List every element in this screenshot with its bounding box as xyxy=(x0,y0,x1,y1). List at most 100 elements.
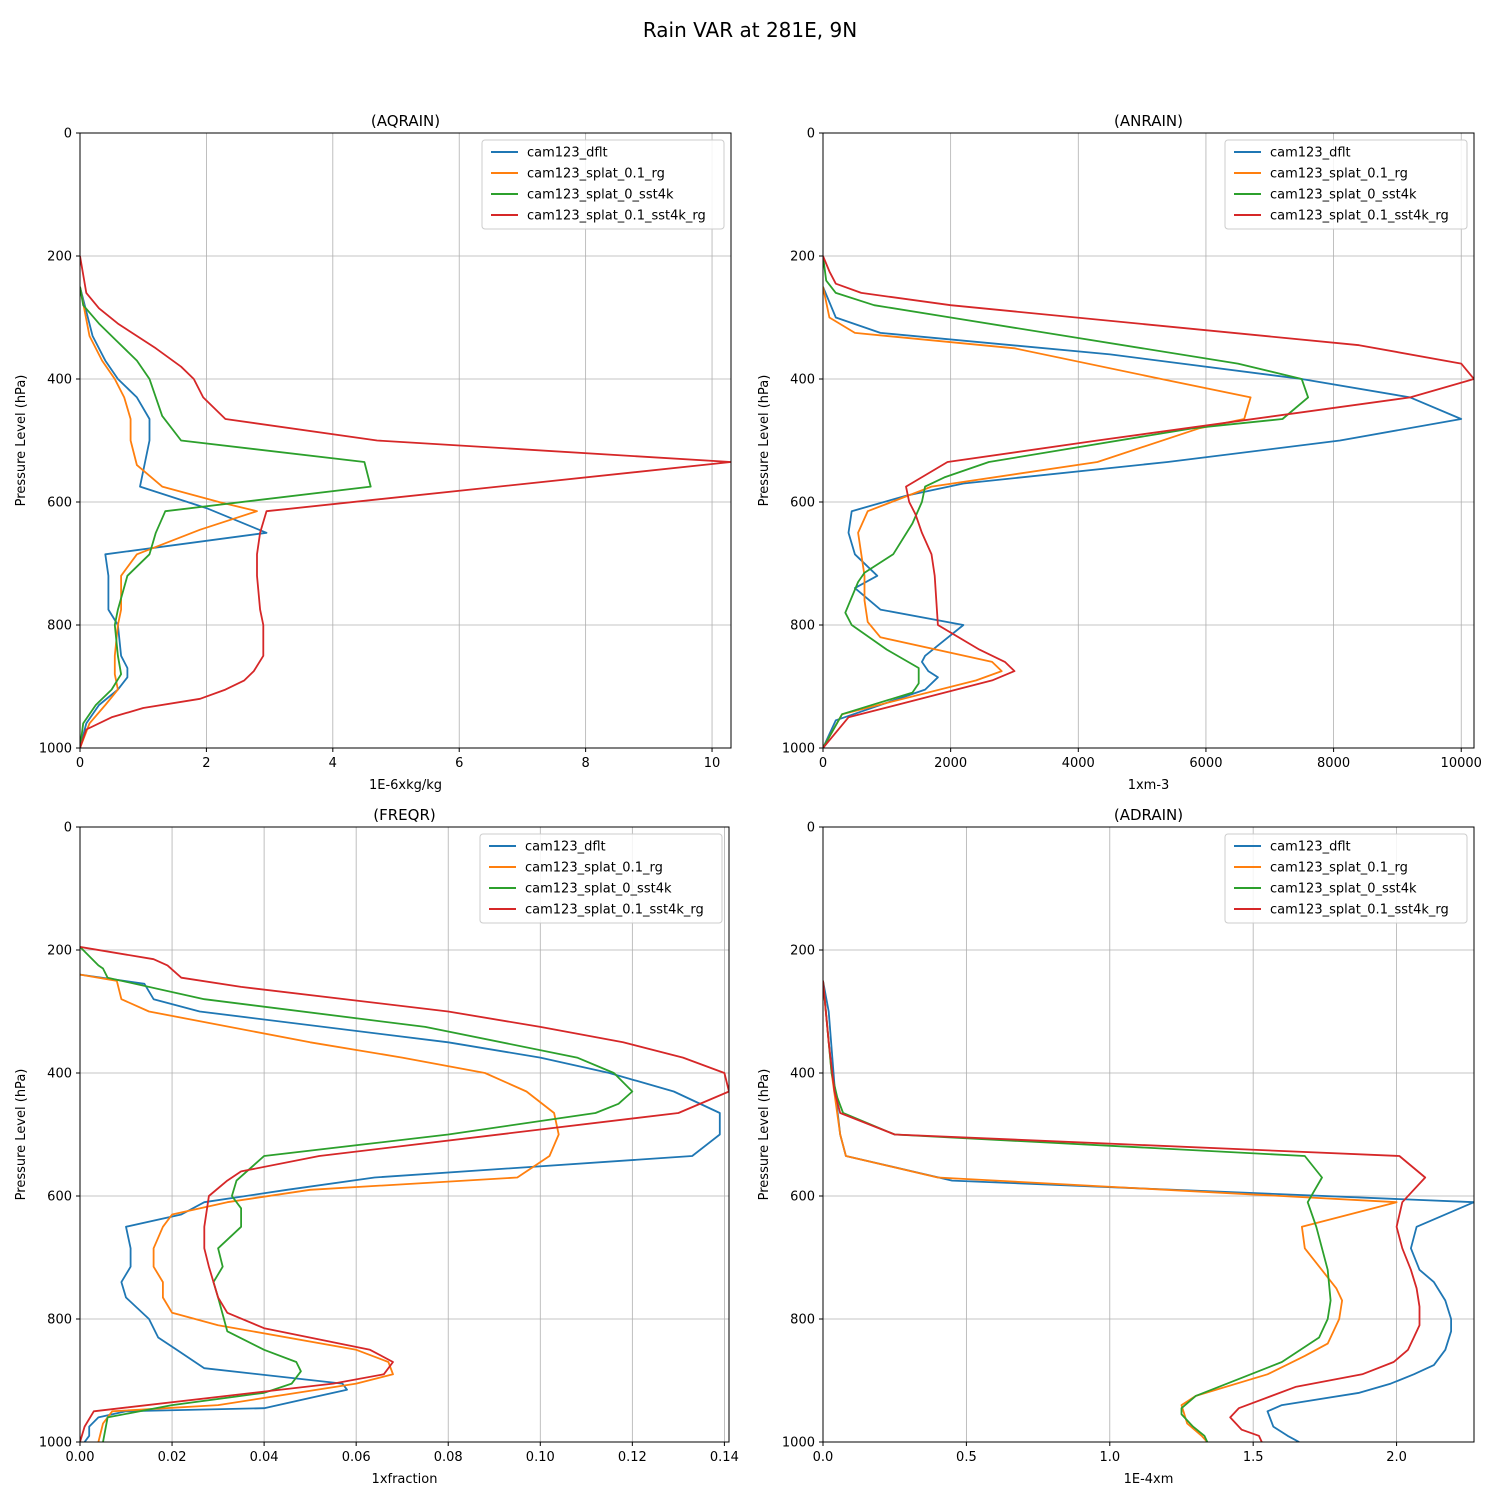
y-tick-label: 0 xyxy=(807,127,815,142)
y-axis-label: Pressure Level (hPa) xyxy=(14,1069,29,1201)
x-tick-label: 6000 xyxy=(1189,756,1222,771)
y-tick-label: 600 xyxy=(790,496,815,511)
x-tick-label: 2 xyxy=(202,756,210,771)
x-tick-label: 0.12 xyxy=(618,1450,647,1465)
y-tick-label: 400 xyxy=(790,1067,815,1082)
x-tick-label: 4 xyxy=(329,756,337,771)
legend-entry: cam123_splat_0.1_sst4k_rg xyxy=(1270,209,1449,224)
axes-frame xyxy=(822,132,1475,749)
series-line-3 xyxy=(80,286,372,748)
x-tick-label: 0.08 xyxy=(434,1450,463,1465)
y-tick-label: 1000 xyxy=(782,742,815,757)
legend: cam123_dflt cam123_splat_0.1_rg cam123_spl… xyxy=(1224,833,1468,924)
plot-panel-4: 0.0 0.5 1.0 1.5 2.0 0 200 400 600 800 1000 (ADRAIN)… xyxy=(757,806,1475,1487)
legend: cam123_dflt cam123_splat_0.1_rg cam123_spl… xyxy=(1224,139,1468,230)
legend-entry: cam123_splat_0.1_sst4k_rg xyxy=(1270,903,1449,918)
x-tick-label: 0.06 xyxy=(342,1450,371,1465)
legend-box xyxy=(1224,833,1468,924)
x-tick-label: 0.00 xyxy=(66,1450,95,1465)
x-axis-label: 1E-6xkg/kg xyxy=(369,778,442,793)
legend-entry: cam123_splat_0_sst4k xyxy=(1270,188,1417,203)
series-line-1 xyxy=(80,286,268,748)
legend: cam123_dflt cam123_splat_0.1_rg cam123_spl… xyxy=(479,833,723,924)
legend-entry: cam123_dflt xyxy=(525,840,606,855)
y-axis-label: Pressure Level (hPa) xyxy=(757,375,772,507)
legend-entry: cam123_dflt xyxy=(527,146,608,161)
panel-title: (ANRAIN) xyxy=(1114,112,1183,130)
y-tick-label: 400 xyxy=(47,373,72,388)
x-tick-label: 2000 xyxy=(934,756,967,771)
legend-entry: cam123_splat_0_sst4k xyxy=(525,882,672,897)
x-tick-label: 10000 xyxy=(1441,756,1482,771)
y-tick-label: 1000 xyxy=(39,1436,72,1451)
x-tick-label: 8000 xyxy=(1317,756,1350,771)
x-tick-label: 2.0 xyxy=(1386,1450,1407,1465)
series-line-4 xyxy=(823,980,1427,1442)
panel-title: (AQRAIN) xyxy=(371,112,440,130)
series-line-2 xyxy=(823,980,1398,1442)
x-tick-label: 0.0 xyxy=(813,1450,834,1465)
y-tick-label: 0 xyxy=(64,127,72,142)
x-axis-label: 1xfraction xyxy=(372,1472,438,1487)
plot-panel-2: 0 2000 4000 6000 8000 10000 0 200 400 600 800 1000 (… xyxy=(757,112,1482,793)
axes-frame xyxy=(79,132,732,749)
y-axis-label: Pressure Level (hPa) xyxy=(757,1069,772,1201)
plot-panel-3: 0.00 0.02 0.04 0.06 0.08 0.10 0.12 0.14 0 200 400 6… xyxy=(14,806,739,1487)
series-line-4 xyxy=(80,946,729,1442)
y-tick-label: 200 xyxy=(47,250,72,265)
legend: cam123_dflt cam123_splat_0.1_rg cam123_spl… xyxy=(481,139,725,230)
axes-frame xyxy=(822,826,1475,1443)
figure-title: Rain VAR at 281E, 9N xyxy=(643,18,857,42)
y-tick-label: 800 xyxy=(790,1313,815,1328)
legend-entry: cam123_splat_0.1_rg xyxy=(1270,167,1408,182)
x-tick-label: 10 xyxy=(704,756,721,771)
x-tick-label: 4000 xyxy=(1062,756,1095,771)
legend-entry: cam123_splat_0.1_rg xyxy=(525,861,663,876)
series-line-2 xyxy=(823,286,1252,748)
y-axis-label: Pressure Level (hPa) xyxy=(14,375,29,507)
y-tick-label: 800 xyxy=(47,1313,72,1328)
y-tick-label: 800 xyxy=(47,619,72,634)
series-line-1 xyxy=(80,973,721,1442)
y-tick-label: 400 xyxy=(47,1067,72,1082)
y-tick-label: 600 xyxy=(47,1190,72,1205)
y-tick-label: 200 xyxy=(790,250,815,265)
legend-entry: cam123_splat_0.1_sst4k_rg xyxy=(527,209,706,224)
x-tick-label: 6 xyxy=(455,756,463,771)
legend-entry: cam123_splat_0.1_sst4k_rg xyxy=(525,903,704,918)
axes-frame xyxy=(79,826,730,1443)
legend-entry: cam123_dflt xyxy=(1270,840,1351,855)
legend-entry: cam123_splat_0_sst4k xyxy=(1270,882,1417,897)
x-tick-label: 8 xyxy=(581,756,589,771)
legend-entry: cam123_dflt xyxy=(1270,146,1351,161)
series-line-4 xyxy=(80,255,731,748)
y-tick-label: 600 xyxy=(790,1190,815,1205)
y-tick-label: 200 xyxy=(790,944,815,959)
legend-box xyxy=(481,139,725,230)
x-axis-label: 1xm-3 xyxy=(1128,778,1170,793)
y-tick-label: 400 xyxy=(790,373,815,388)
x-tick-label: 0 xyxy=(819,756,827,771)
y-tick-label: 0 xyxy=(64,821,72,836)
legend-entry: cam123_splat_0.1_rg xyxy=(527,167,665,182)
legend-box xyxy=(479,833,723,924)
legend-entry: cam123_splat_0_sst4k xyxy=(527,188,674,203)
y-tick-label: 600 xyxy=(47,496,72,511)
y-tick-label: 800 xyxy=(790,619,815,634)
x-axis-label: 1E-4xm xyxy=(1124,1472,1174,1487)
x-tick-label: 0.04 xyxy=(250,1450,279,1465)
legend-box xyxy=(1224,139,1468,230)
y-tick-label: 1000 xyxy=(782,1436,815,1451)
x-tick-label: 1.0 xyxy=(1099,1450,1120,1465)
series-line-3 xyxy=(80,946,634,1442)
series-line-1 xyxy=(823,980,1474,1442)
series-line-3 xyxy=(823,255,1309,748)
y-tick-label: 0 xyxy=(807,821,815,836)
x-tick-label: 0.14 xyxy=(710,1450,739,1465)
legend-entry: cam123_splat_0.1_rg xyxy=(1270,861,1408,876)
x-tick-label: 0 xyxy=(76,756,84,771)
series-line-3 xyxy=(823,980,1332,1442)
plot-panel-1: 0 2 4 6 8 10 0 200 400 600 800 1000 (AQRAIN) 1E-6xkg/… xyxy=(14,112,732,793)
series-line-2 xyxy=(80,973,560,1442)
